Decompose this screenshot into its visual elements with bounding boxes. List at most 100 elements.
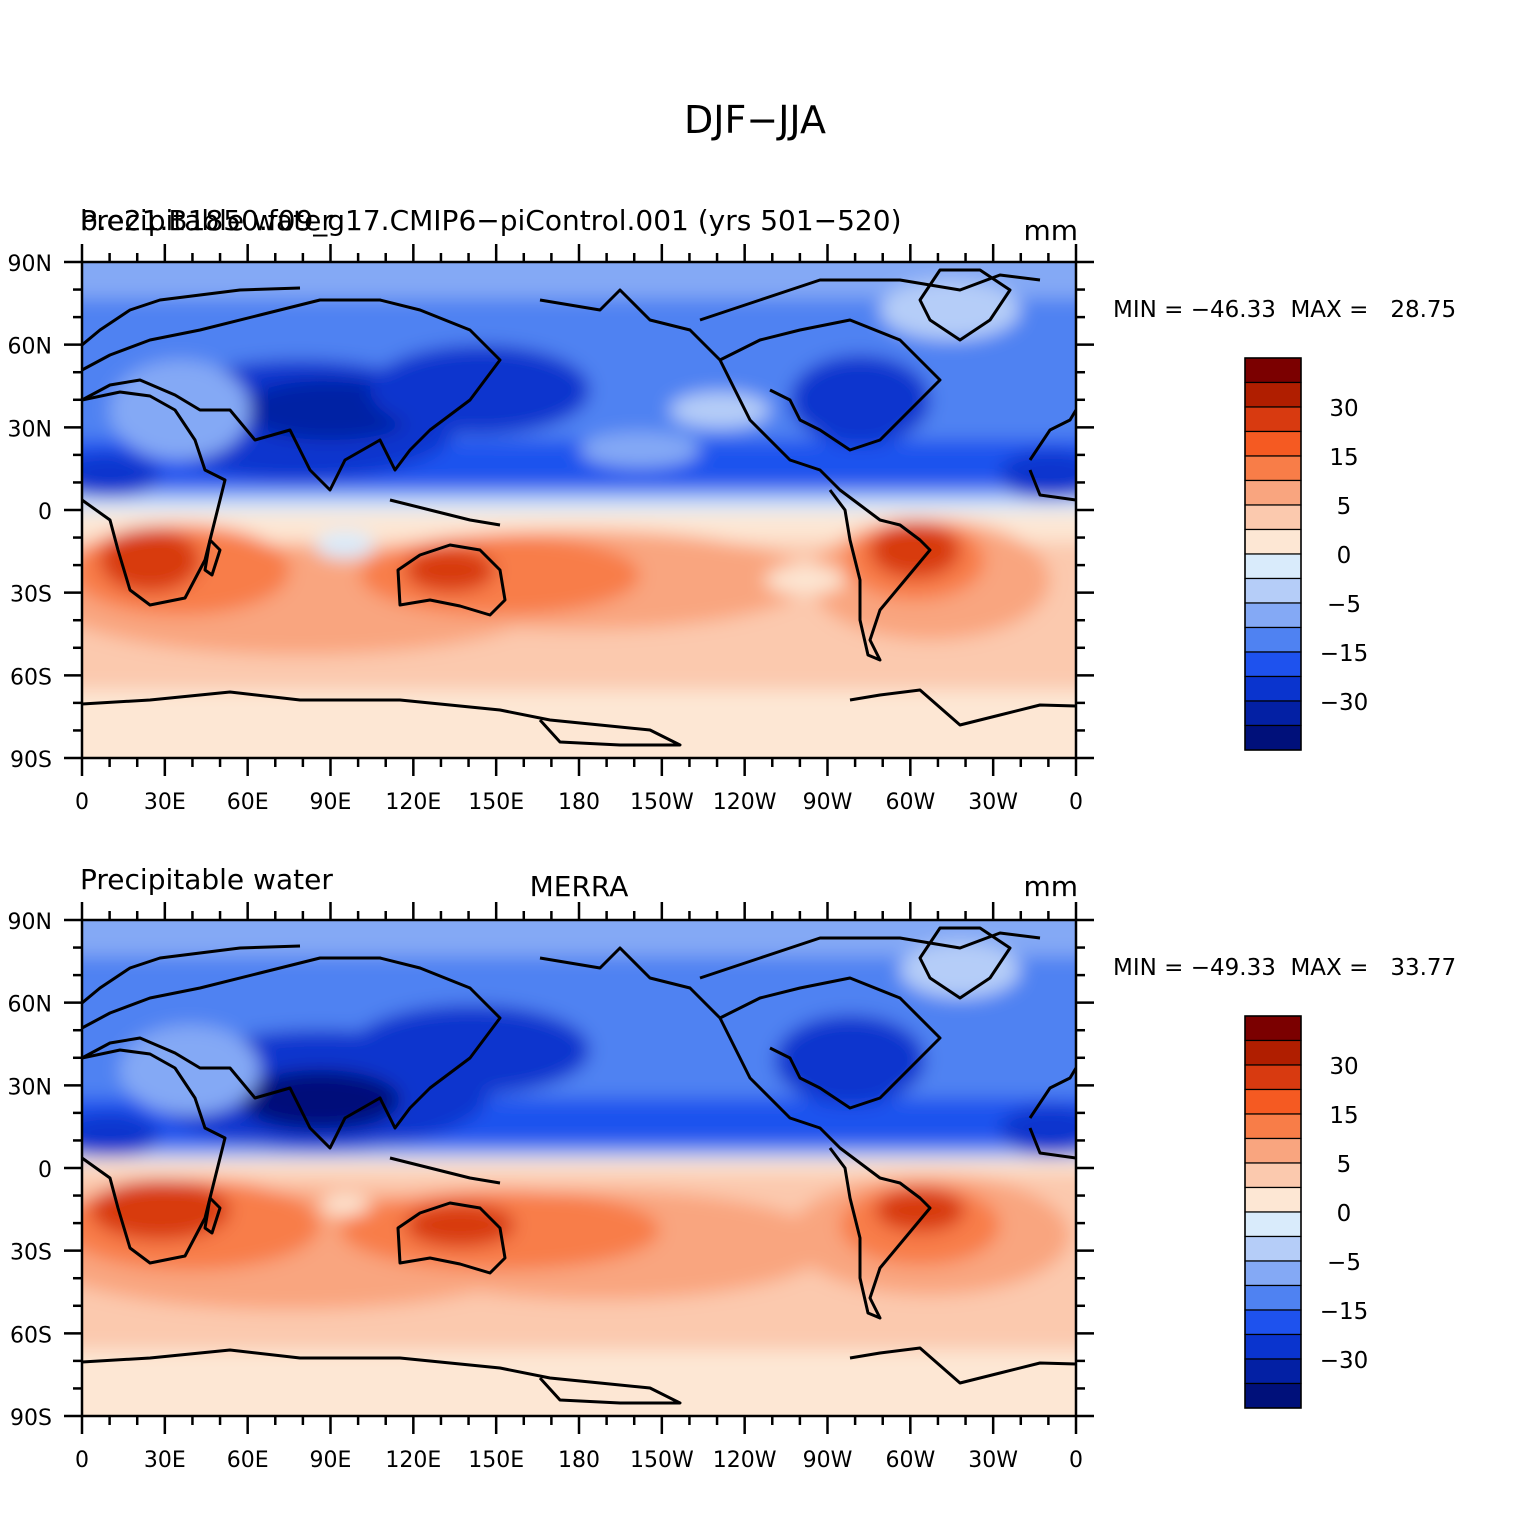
colorbar-box [1244, 406, 1302, 433]
y-tick-label: 90N [8, 910, 52, 935]
colorbar-box [1244, 553, 1302, 580]
panel-2-frame-ticks [64, 902, 1094, 1434]
x-tick-label: 120W [713, 1448, 777, 1473]
x-tick-label: 90E [310, 790, 352, 815]
x-tick-label: 150W [630, 1448, 694, 1473]
colorbar-label: −30 [1320, 690, 1369, 716]
y-tick-label: 30S [10, 1241, 52, 1266]
colorbar-box [1244, 1088, 1302, 1115]
colorbar-label: −15 [1320, 1299, 1369, 1325]
panel-1-x-labels: 0 30E 60E 90E 120E 150E 180 150W 120W 90W 60W 30W 0 [75, 790, 1083, 815]
panel-2-contour-fill [82, 920, 1076, 1416]
x-tick-label: 150E [468, 790, 524, 815]
x-tick-label: 60W [885, 1448, 935, 1473]
colorbar-box [1244, 1333, 1302, 1360]
colorbar-label: −15 [1320, 641, 1369, 667]
y-tick-label: 0 [38, 500, 52, 525]
colorbar-box [1244, 430, 1302, 457]
colorbar-box [1244, 700, 1302, 727]
x-tick-label: 60E [227, 790, 269, 815]
colorbar-box [1244, 602, 1302, 629]
panel-2-map [82, 920, 1076, 1416]
x-tick-label: 60E [227, 1448, 269, 1473]
colorbar-box [1244, 626, 1302, 653]
colorbar-box [1244, 1284, 1302, 1311]
colorbar-box [1244, 1039, 1302, 1066]
y-tick-label: 30N [8, 1075, 52, 1100]
colorbar-box [1244, 1382, 1302, 1409]
panel-2-coastlines [82, 926, 1076, 1405]
x-tick-label: 30E [144, 790, 186, 815]
panel-2-x-labels: 0 30E 60E 90E 120E 150E 180 150W 120W 90W 60W 30W 0 [75, 1448, 1083, 1473]
panel-1-stats: MIN = −46.33 MAX = 28.75 [1113, 297, 1456, 323]
colorbar-box [1244, 1235, 1302, 1262]
x-tick-label: 30W [968, 790, 1018, 815]
colorbar-box [1244, 1358, 1302, 1385]
x-tick-label: 180 [558, 790, 600, 815]
panel-1-case-title: b.e21.B1850.f09_g17.CMIP6−piControl.001 … [80, 204, 902, 237]
colorbar-label: 5 [1337, 494, 1352, 520]
x-tick-label: 90W [803, 1448, 853, 1473]
x-tick-label: 0 [75, 1448, 89, 1473]
x-tick-label: 90W [803, 790, 853, 815]
colorbar-box [1244, 479, 1302, 506]
y-tick-label: 60S [10, 665, 52, 690]
panel-1-colorbar: 30 15 5 0 −5 −15 −30 [1244, 357, 1369, 751]
panel-2-y-labels: 90N 60N 30N 0 30S 60S 90S [8, 910, 52, 1431]
panel-1-units: mm [1023, 214, 1078, 247]
y-tick-label: 60S [10, 1323, 52, 1348]
panel-2-title-left: Precipitable water [80, 863, 333, 896]
y-tick-label: 30S [10, 583, 52, 608]
x-tick-label: 30E [144, 1448, 186, 1473]
x-tick-label: 60W [885, 790, 935, 815]
colorbar-label: 30 [1329, 396, 1358, 422]
colorbar-label: 0 [1337, 543, 1352, 569]
panel-2: Precipitable water MERRA mm [8, 863, 1457, 1473]
colorbar-box [1244, 381, 1302, 408]
colorbar-label: 30 [1329, 1054, 1358, 1080]
colorbar-box [1244, 1064, 1302, 1091]
colorbar-box [1244, 675, 1302, 702]
colorbar-box [1244, 577, 1302, 604]
colorbar-box [1244, 1137, 1302, 1164]
y-tick-label: 90N [8, 252, 52, 277]
colorbar-label: 15 [1329, 1103, 1358, 1129]
x-tick-label: 150W [630, 790, 694, 815]
panel-2-stats: MIN = −49.33 MAX = 33.77 [1113, 955, 1456, 981]
panel-2-units: mm [1023, 870, 1078, 903]
colorbar-box [1244, 1162, 1302, 1189]
colorbar-label: −5 [1327, 592, 1361, 618]
colorbar-box [1244, 1186, 1302, 1213]
figure-title: DJF−JJA [684, 98, 826, 142]
panel-2-title-center: MERRA [530, 870, 629, 903]
y-tick-label: 0 [38, 1158, 52, 1183]
y-tick-label: 60N [8, 993, 52, 1018]
x-tick-label: 120W [713, 790, 777, 815]
colorbar-label: 15 [1329, 445, 1358, 471]
colorbar-box [1244, 724, 1302, 751]
colorbar-box [1244, 455, 1302, 482]
panel-1-coastlines [82, 268, 1076, 747]
x-tick-label: 0 [1069, 1448, 1083, 1473]
colorbar-label: 0 [1337, 1201, 1352, 1227]
y-tick-label: 90S [10, 1406, 52, 1431]
x-tick-label: 120E [385, 790, 441, 815]
y-tick-label: 90S [10, 748, 52, 773]
colorbar-box [1244, 651, 1302, 678]
panel-1-y-labels: 90N 60N 30N 0 30S 60S 90S [8, 252, 52, 773]
x-tick-label: 0 [1069, 790, 1083, 815]
panel-2-colorbar: 30 15 5 0 −5 −15 −30 [1244, 1015, 1369, 1409]
x-tick-label: 150E [468, 1448, 524, 1473]
colorbar-label: 5 [1337, 1152, 1352, 1178]
x-tick-label: 30W [968, 1448, 1018, 1473]
x-tick-label: 90E [310, 1448, 352, 1473]
panel-1-frame-ticks [64, 244, 1094, 776]
colorbar-box [1244, 1211, 1302, 1238]
panel-1: Precipitable water b.e21.B1850.f09_g17.C… [8, 204, 1457, 815]
panel-1-contour-fill [82, 262, 1076, 758]
colorbar-box [1244, 504, 1302, 531]
colorbar-label: −30 [1320, 1348, 1369, 1374]
colorbar-box [1244, 1260, 1302, 1287]
x-tick-label: 180 [558, 1448, 600, 1473]
